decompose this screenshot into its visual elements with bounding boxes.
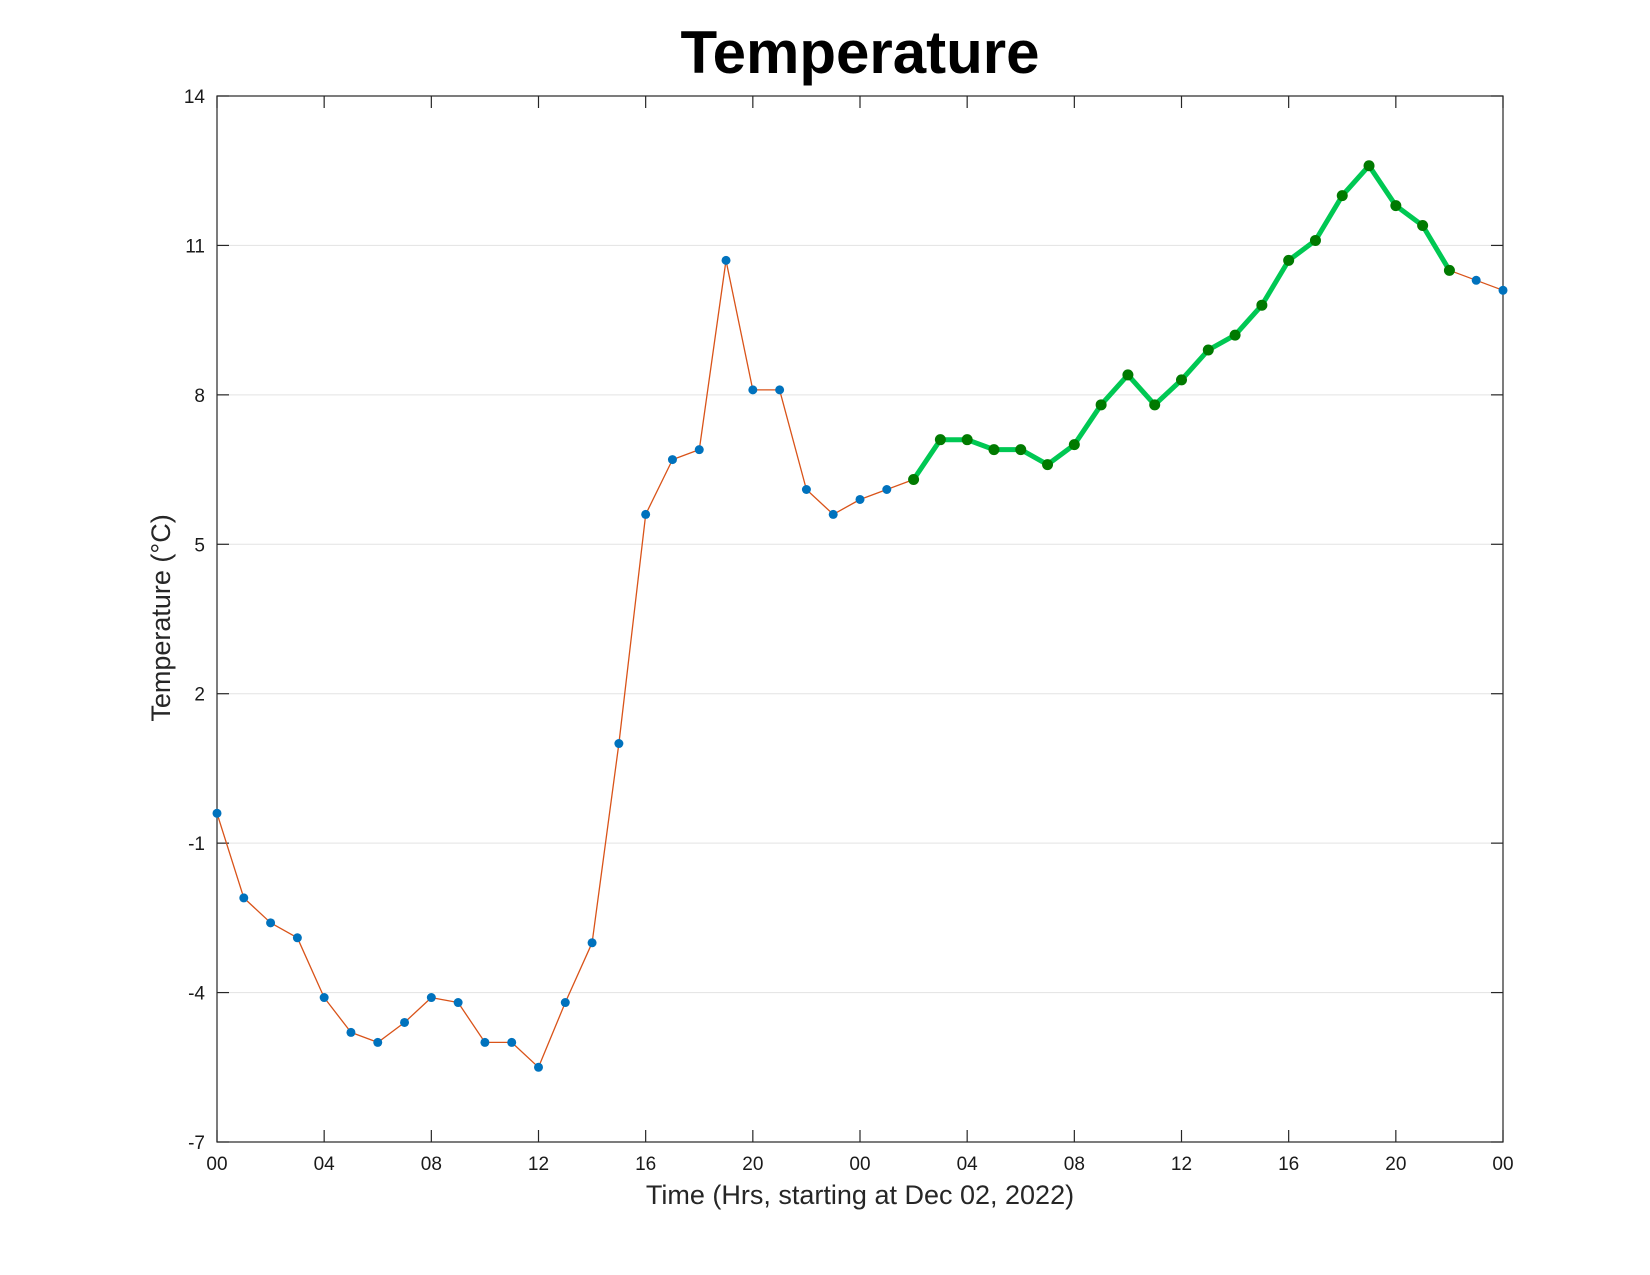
series-2-point xyxy=(1122,369,1134,381)
series-2-point xyxy=(934,434,946,446)
series-2-point xyxy=(1283,254,1295,266)
series-1-point xyxy=(453,998,463,1008)
series-2-point xyxy=(1068,439,1080,451)
series-2-point xyxy=(908,474,920,486)
chart-title: Temperature xyxy=(680,19,1040,86)
series-1-point xyxy=(1498,285,1508,295)
x-tick-label: 04 xyxy=(314,1154,336,1175)
series-2-point xyxy=(1229,329,1241,341)
series-1-point xyxy=(373,1037,383,1047)
series-2-point xyxy=(1309,234,1321,246)
series-1-point xyxy=(319,993,329,1003)
series-2-point xyxy=(1336,190,1348,202)
y-tick-label: -7 xyxy=(188,1133,205,1154)
x-tick-label: 20 xyxy=(742,1154,763,1175)
y-tick-label: 11 xyxy=(185,236,205,257)
series-1-point xyxy=(587,938,597,948)
series-1-point xyxy=(748,385,758,395)
series-2-point xyxy=(1390,200,1402,212)
series-1-point xyxy=(346,1027,356,1037)
series-1-point xyxy=(855,494,865,504)
series-1-line xyxy=(216,165,1504,1068)
x-tick-label: 12 xyxy=(528,1154,549,1175)
y-axis-label: Temperature (°C) xyxy=(146,514,176,721)
y-tick-label: -4 xyxy=(188,984,205,1005)
series-1-point xyxy=(266,918,276,928)
x-tick-label: 08 xyxy=(1064,1154,1085,1175)
series-2-line xyxy=(911,163,1452,481)
series-1-point xyxy=(400,1017,410,1027)
y-tick-label: 8 xyxy=(194,386,205,407)
x-tick-label: 00 xyxy=(849,1154,870,1175)
series-2-point xyxy=(1443,264,1455,276)
series-1-point xyxy=(534,1062,543,1072)
series-2-point xyxy=(961,434,973,446)
series-1-point xyxy=(426,993,436,1003)
series-layer xyxy=(212,160,1508,1072)
series-2-point xyxy=(1149,399,1161,411)
series-1-point xyxy=(1471,275,1481,285)
x-tick-label: 16 xyxy=(1278,1154,1299,1175)
series-1-point xyxy=(480,1037,490,1047)
series-1-point xyxy=(882,484,892,494)
y-tick-label: -1 xyxy=(188,834,205,855)
x-tick-label: 04 xyxy=(957,1154,979,1175)
series-2-point xyxy=(1176,374,1187,386)
series-2-point xyxy=(1256,299,1268,311)
series-2-point xyxy=(1202,344,1214,356)
series-1-point xyxy=(507,1037,517,1047)
plot-frame xyxy=(216,95,1504,1143)
series-1-point xyxy=(641,509,651,519)
y-tick-label: 14 xyxy=(184,87,206,108)
series-2-point xyxy=(1417,220,1429,232)
y-tick-label: 5 xyxy=(194,535,205,556)
series-1-point xyxy=(667,455,677,465)
tick-layer: -7 -4 -1 2 5 8 11 14 00 04 08 12 16 20 00 04 08 12 16 20 00 xyxy=(184,87,1514,1175)
series-1-point xyxy=(775,385,785,395)
x-tick-label: 16 xyxy=(635,1154,656,1175)
series-2-point xyxy=(1015,444,1027,456)
series-2-point xyxy=(1363,160,1375,172)
grid-layer xyxy=(217,95,1503,1143)
x-axis-label: Time (Hrs, starting at Dec 02, 2022) xyxy=(646,1180,1074,1210)
series-1-point xyxy=(212,808,222,818)
y-tick-label: 2 xyxy=(194,685,205,706)
series-1-point xyxy=(828,509,838,519)
x-tick-label: 12 xyxy=(1171,1154,1192,1175)
series-1-point xyxy=(292,933,302,943)
series-1-point xyxy=(801,484,811,494)
series-2-point xyxy=(1042,459,1054,471)
series-1-point xyxy=(614,739,624,749)
series-1-point xyxy=(721,255,731,265)
series-1-point xyxy=(239,893,249,903)
series-2-point xyxy=(1095,399,1107,411)
x-tick-label: 08 xyxy=(421,1154,442,1175)
series-1-point xyxy=(560,998,570,1008)
series-2-point xyxy=(988,444,1000,456)
x-tick-label: 00 xyxy=(206,1154,227,1175)
x-tick-label: 00 xyxy=(1492,1154,1513,1175)
x-tick-label: 20 xyxy=(1385,1154,1406,1175)
series-1-point xyxy=(694,445,704,455)
